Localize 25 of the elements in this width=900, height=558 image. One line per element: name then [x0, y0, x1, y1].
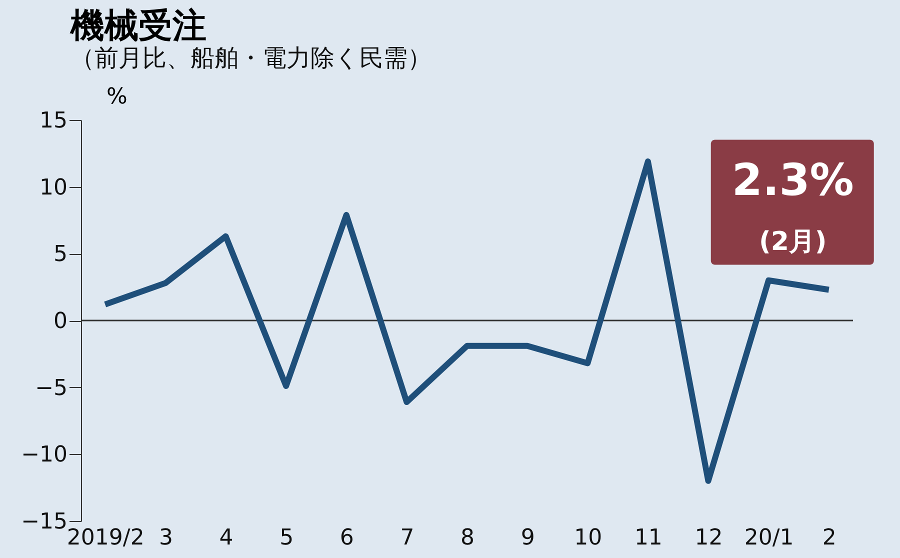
x-tick-label: 12: [694, 526, 723, 550]
y-tick-label: 5: [54, 242, 68, 268]
x-tick-label: 9: [520, 526, 535, 550]
y-tick-label: −15: [21, 510, 68, 534]
x-tick-label: 20/1: [744, 526, 794, 550]
x-tick-label: 2: [822, 526, 836, 550]
chart-subtitle: （前月比、船舶・電力除く民需）: [70, 44, 432, 72]
x-tick-label: 3: [158, 526, 173, 550]
y-axis-title: %: [106, 84, 128, 110]
y-tick-label: 0: [54, 309, 68, 334]
annotation: 2.3%: [732, 154, 854, 206]
y-tick-label: 15: [40, 108, 68, 134]
y-tick-label: 10: [40, 175, 68, 200]
x-tick-label: 6: [340, 526, 354, 550]
x-tick-label: 7: [400, 526, 414, 550]
x-tick-label: 8: [460, 526, 474, 550]
x-tick-label: 4: [219, 526, 234, 550]
y-tick-label: −10: [21, 442, 68, 468]
chart-title: 機械受注: [70, 6, 207, 46]
x-tick-label: 5: [280, 526, 294, 550]
annotation: (2月): [758, 226, 827, 257]
x-tick-label: 10: [574, 526, 602, 550]
x-tick-label: 2019/2: [66, 526, 144, 550]
x-tick-label: 11: [634, 526, 662, 550]
y-tick-label: −5: [35, 376, 68, 401]
